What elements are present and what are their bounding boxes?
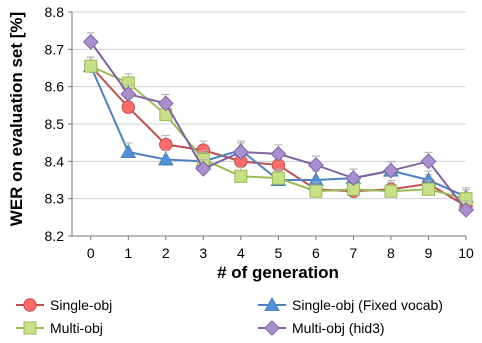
x-tick-label: 3 <box>199 245 207 261</box>
x-axis-title: # of generation <box>217 263 339 282</box>
data-point <box>383 162 399 179</box>
data-point <box>157 95 174 112</box>
x-tick-label: 6 <box>312 245 320 261</box>
data-point <box>157 151 174 166</box>
x-tick-label: 1 <box>124 245 132 261</box>
y-tick-label: 8.5 <box>45 116 65 132</box>
data-point <box>384 184 398 198</box>
legend-label: Single-obj (Fixed vocab) <box>292 297 443 313</box>
legend-item: Multi-obj (hid3) <box>258 320 385 336</box>
series-2 <box>84 56 473 206</box>
data-point <box>232 144 249 160</box>
y-axis-title: WER on evaluation set [%] <box>7 12 26 226</box>
x-tick-label: 0 <box>87 245 95 261</box>
gridlines <box>72 11 466 200</box>
axes: 8.2 8.3 8.4 8.5 8.6 8.7 8.8 0 1 2 3 4 5 6 7 8 9 10 <box>45 4 474 261</box>
data-point <box>458 201 474 218</box>
data-point <box>421 182 435 196</box>
x-tick-label: 7 <box>350 245 358 261</box>
y-tick-label: 8.7 <box>45 41 65 57</box>
data-point <box>159 137 173 152</box>
series-3 <box>82 32 474 218</box>
data-point <box>82 33 99 50</box>
legend-item: Single-obj <box>16 297 112 313</box>
x-tick-label: 5 <box>274 245 282 261</box>
legend-marker <box>264 296 280 311</box>
x-tick-label: 4 <box>237 245 245 261</box>
x-tick-label: 2 <box>162 245 170 261</box>
data-point <box>121 100 135 114</box>
data-point <box>307 157 324 173</box>
legend-marker <box>23 298 37 312</box>
legend-item: Multi-obj <box>16 320 103 336</box>
legend: Single-obj Single-obj (Fixed vocab) Multi-… <box>16 296 443 336</box>
x-tick-label: 9 <box>425 245 433 261</box>
x-tick-label: 8 <box>387 245 395 261</box>
legend-label: Multi-obj <box>50 320 103 336</box>
data-point <box>420 153 437 170</box>
x-tick-label: 10 <box>458 245 474 261</box>
y-tick-label: 8.4 <box>45 153 65 169</box>
data-point <box>271 171 285 185</box>
y-tick-label: 8.8 <box>45 4 65 20</box>
legend-label: Single-obj <box>50 297 112 313</box>
legend-marker <box>264 320 280 336</box>
legend-item: Single-obj (Fixed vocab) <box>258 296 443 313</box>
legend-marker <box>23 321 37 335</box>
data-point <box>309 184 323 198</box>
legend-label: Multi-obj (hid3) <box>292 320 385 336</box>
data-point <box>270 145 287 162</box>
y-tick-label: 8.2 <box>45 228 65 244</box>
data-point <box>120 143 137 158</box>
data-point <box>234 169 248 183</box>
data-point <box>195 160 212 177</box>
data-point <box>84 59 98 73</box>
y-tick-label: 8.6 <box>45 79 65 95</box>
y-tick-label: 8.3 <box>45 191 65 207</box>
data-point <box>120 86 137 103</box>
data-point <box>345 170 362 187</box>
data-series <box>82 32 474 218</box>
